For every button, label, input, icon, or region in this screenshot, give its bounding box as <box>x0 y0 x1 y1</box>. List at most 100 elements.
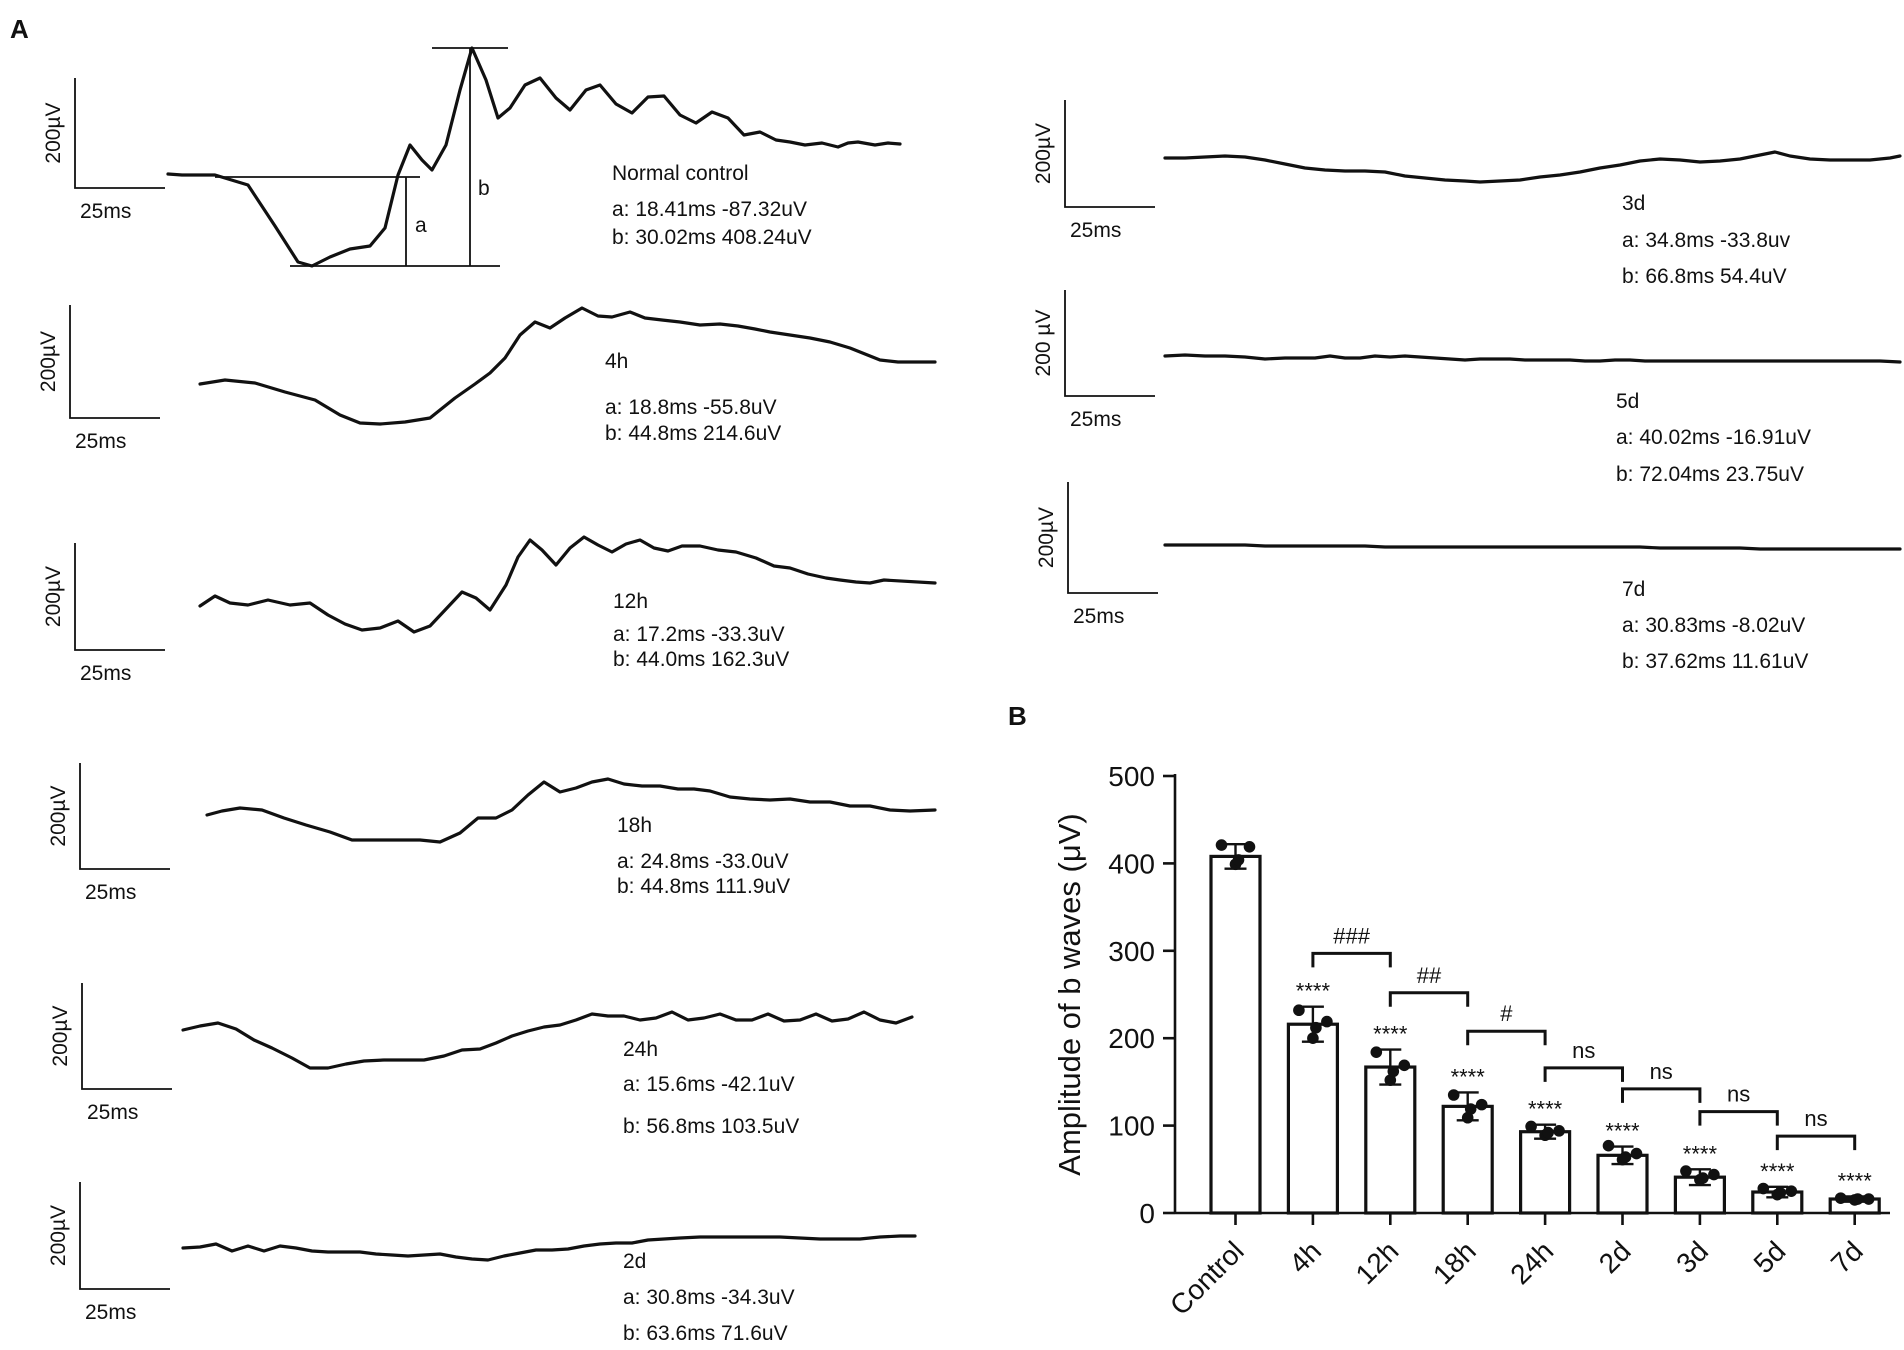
scale-label-time: 25ms <box>80 662 131 685</box>
y-tick-label: 200 <box>1108 1023 1155 1054</box>
scale-bar <box>74 78 165 189</box>
data-point <box>1697 1172 1709 1184</box>
x-tick-label: 18h <box>1427 1235 1482 1290</box>
comparison-label: ns <box>1650 1059 1673 1084</box>
panel-b-label: B <box>1008 701 1027 731</box>
comparison-bracket <box>1621 1087 1702 1103</box>
y-tick-label: 500 <box>1108 761 1155 792</box>
trace-title: 2d <box>623 1250 646 1273</box>
x-tick-label: 2d <box>1593 1235 1637 1279</box>
comparison-bracket <box>1388 991 1470 1007</box>
significance-stars: **** <box>1605 1119 1640 1144</box>
a-wave-value: a: 30.8ms -34.3uV <box>623 1286 795 1309</box>
comparison-label: ns <box>1572 1038 1595 1063</box>
trace-7d: 200µV 25ms 7d a: 30.83ms -8.02uV b: 37.62ms … <box>1035 482 1902 673</box>
trace-title: 7d <box>1622 578 1645 601</box>
erg-waveform <box>198 535 937 634</box>
data-point <box>1464 1103 1477 1115</box>
bar-24h <box>1518 1130 1572 1215</box>
trace-title: 24h <box>623 1038 658 1061</box>
data-point <box>1461 1111 1474 1124</box>
data-point <box>1243 840 1256 853</box>
scale-label-time: 25ms <box>85 881 136 904</box>
b-wave-value: b: 66.8ms 54.4uV <box>1622 265 1787 288</box>
erg-waveform <box>198 306 937 426</box>
trace-title: 5d <box>1616 390 1639 413</box>
comparison-label: ns <box>1727 1082 1750 1107</box>
comparison-bracket <box>1543 1066 1624 1082</box>
data-point <box>1542 1126 1554 1139</box>
data-point <box>1384 1074 1397 1086</box>
scale-label-voltage: 200µV <box>49 1005 72 1066</box>
erg-waveform <box>1163 543 1902 551</box>
y-tick-label: 400 <box>1108 848 1155 879</box>
comparison-bracket <box>1466 1029 1547 1046</box>
trace-title: Normal control <box>612 162 749 185</box>
significance-stars: **** <box>1296 979 1331 1004</box>
scale-bar <box>69 305 160 419</box>
erg-waveform <box>181 1010 914 1070</box>
scale-label-voltage: 200µV <box>47 1205 70 1266</box>
scale-label-time: 25ms <box>75 430 126 453</box>
trace-3d: 200µV 25ms 3d a: 34.8ms -33.8uv b: 66.8ms 54… <box>1032 100 1902 288</box>
scale-bar <box>79 763 170 870</box>
a-wave-value: a: 18.8ms -55.8uV <box>605 396 777 419</box>
comparison-label: ns <box>1804 1106 1827 1131</box>
data-point <box>1321 1015 1333 1028</box>
significance-stars: **** <box>1760 1159 1795 1184</box>
scale-bar <box>81 983 172 1090</box>
data-point <box>1215 839 1228 851</box>
significance-stars: **** <box>1373 1022 1408 1047</box>
data-point <box>1619 1151 1632 1163</box>
trace-control: 200µV 25ms Normal control a: 18.41ms -87.32… <box>42 46 902 268</box>
scale-label-voltage: 200 µV <box>1032 310 1055 377</box>
x-tick-label: 4h <box>1283 1235 1327 1279</box>
data-point <box>1862 1193 1875 1205</box>
data-point <box>1630 1147 1643 1160</box>
comparison-bracket <box>1311 951 1392 968</box>
a-wave-value: a: 30.83ms -8.02uV <box>1622 614 1805 637</box>
data-point <box>1293 1004 1305 1017</box>
comparison-label: ## <box>1417 963 1442 988</box>
trace-2d: 200µV 25ms 2d a: 30.8ms -34.3uV b: 63.6ms 71… <box>47 1182 917 1345</box>
scale-bar <box>79 1182 170 1290</box>
comparison-label: # <box>1500 1001 1513 1026</box>
trace-title: 18h <box>617 814 652 837</box>
scale-bar <box>74 543 165 651</box>
trace-title: 3d <box>1622 192 1645 215</box>
data-point <box>1232 854 1245 866</box>
x-tick-label: Control <box>1164 1235 1250 1321</box>
a-wave-value: a: 34.8ms -33.8uv <box>1622 229 1791 252</box>
b-wave-value: b: 63.6ms 71.6uV <box>623 1322 788 1345</box>
trace-24h: 200µV 25ms 24h a: 15.6ms -42.1uV b: 56.8ms 1… <box>49 983 914 1138</box>
x-tick-label: 12h <box>1350 1235 1405 1290</box>
comparison-bracket <box>1775 1134 1857 1151</box>
x-tick-label: 5d <box>1748 1235 1792 1279</box>
trace-4h: 200µV 25ms 4h a: 18.8ms -55.8uV b: 44.8ms 21… <box>37 305 937 453</box>
a-wave-value: a: 18.41ms -87.32uV <box>612 198 807 221</box>
y-tick-label: 300 <box>1108 936 1155 967</box>
significance-stars: **** <box>1838 1168 1873 1193</box>
b-wave-value: b: 44.8ms 111.9uV <box>617 875 790 898</box>
y-axis-label: Amplitude of b waves (μV) <box>1052 813 1087 1175</box>
erg-waveform <box>1163 150 1902 184</box>
bar-4h <box>1286 1022 1340 1215</box>
x-tick-label: 24h <box>1504 1235 1559 1290</box>
trace-title: 4h <box>605 350 628 373</box>
bar-12h <box>1364 1065 1417 1215</box>
comparison-label: ### <box>1333 923 1370 948</box>
data-point <box>1834 1192 1847 1204</box>
scale-label-voltage: 200µV <box>42 102 65 163</box>
data-point <box>1757 1182 1770 1195</box>
erg-waveform <box>205 777 937 844</box>
data-point <box>1475 1098 1488 1111</box>
scale-label-time: 25ms <box>85 1301 136 1324</box>
trace-5d: 200 µV 25ms 5d a: 40.02ms -16.91uV b: 72.04m… <box>1032 290 1902 486</box>
data-point <box>1370 1046 1383 1058</box>
data-point <box>1774 1187 1787 1199</box>
bar-Control <box>1209 854 1262 1215</box>
scale-label-time: 25ms <box>87 1101 138 1124</box>
